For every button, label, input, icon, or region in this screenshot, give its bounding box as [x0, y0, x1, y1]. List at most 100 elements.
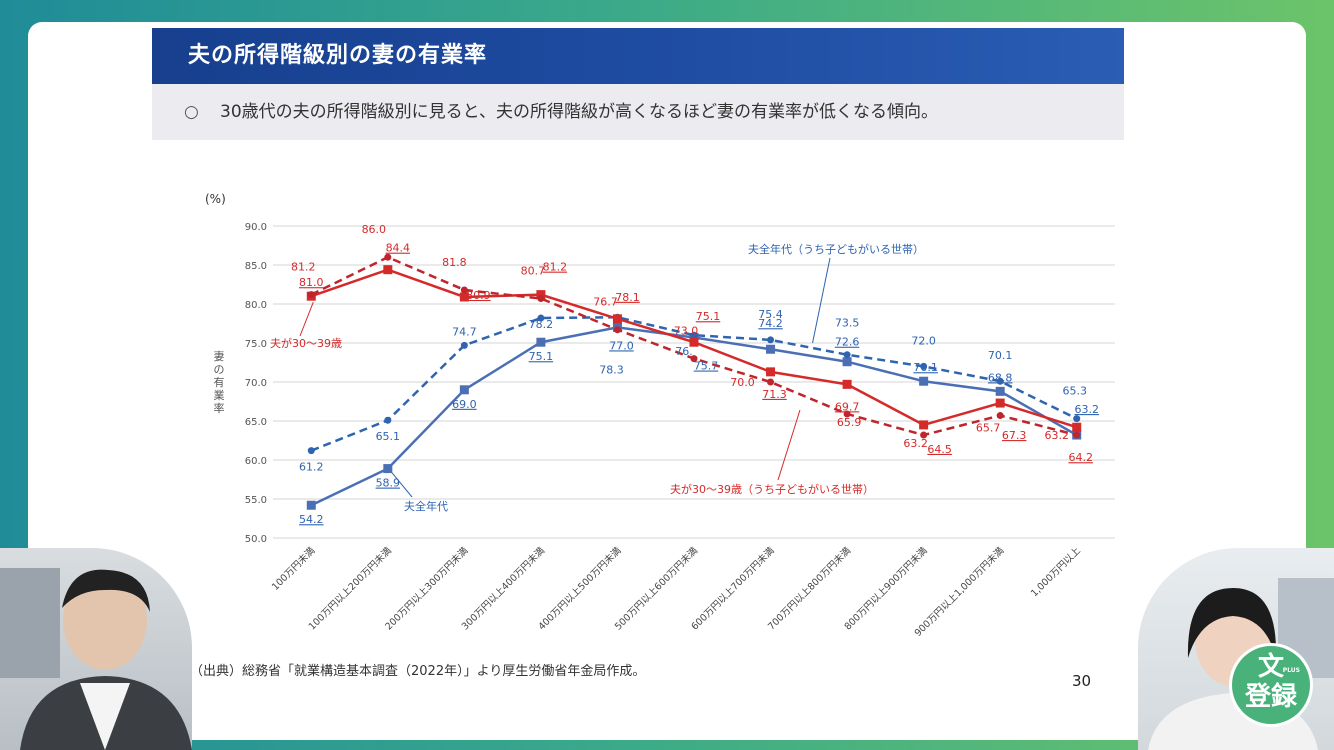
summary-box: ○ 30歳代の夫の所得階級別に見ると、夫の所得階級が高くなるほど妻の有業率が低くな…	[152, 84, 1124, 140]
data-point	[766, 344, 776, 354]
data-label: 70.0	[730, 376, 755, 389]
data-label: 75.1	[696, 310, 721, 323]
person-silhouette-icon	[0, 568, 192, 750]
data-label: 63.2	[903, 437, 928, 450]
channel-logo: 文 登録 PLUS	[1232, 646, 1310, 724]
data-label: 78.3	[599, 363, 624, 376]
slide	[28, 22, 1306, 740]
data-label: 76.	[675, 345, 693, 358]
data-point	[536, 290, 546, 300]
series-callout-red-dashed: 夫が30～39歳（うち子どもがいる世帯）	[670, 482, 874, 496]
data-point	[767, 378, 775, 386]
data-point	[1072, 422, 1082, 432]
data-label: 61.2	[299, 461, 324, 474]
data-point	[537, 314, 545, 322]
data-label: 69.7	[835, 400, 860, 413]
data-label: 80.9	[466, 289, 491, 302]
data-label: 78.1	[615, 291, 640, 304]
data-point	[920, 362, 928, 370]
data-label: 77.0	[609, 339, 634, 352]
data-label: 63.2	[1044, 429, 1069, 442]
data-point	[460, 341, 468, 349]
y-axis-label-char: の	[214, 363, 225, 376]
data-label: 70.1	[913, 361, 938, 374]
summary-text: 30歳代の夫の所得階級別に見ると、夫の所得階級が高くなるほど妻の有業率が低くなる…	[220, 102, 938, 122]
y-tick-label: 85.0	[245, 261, 267, 272]
data-label: 75.7	[694, 360, 719, 373]
data-point	[767, 336, 775, 344]
data-label: 72.0	[911, 334, 936, 347]
y-tick-label: 65.0	[245, 417, 267, 428]
data-label: 71.3	[762, 388, 787, 401]
data-label: 65.1	[376, 430, 401, 443]
x-tick-label: 100万円以上200万円未満	[306, 544, 394, 632]
data-label: 65.9	[837, 416, 862, 429]
y-axis-label-char: 有	[214, 375, 225, 389]
data-label: 65.7	[976, 422, 1001, 435]
data-label: 84.4	[386, 242, 411, 255]
data-label: 72.6	[835, 336, 860, 349]
series-callout-blue-solid: 夫全年代	[404, 499, 448, 513]
data-label: 75.1	[529, 350, 554, 363]
series-line-1	[310, 316, 1078, 452]
data-label: 76.7	[593, 296, 618, 309]
data-label: 73.0	[674, 325, 699, 338]
series-callout-red-solid-leader	[299, 302, 314, 337]
y-tick-label: 90.0	[245, 222, 267, 233]
data-point	[689, 337, 699, 347]
data-point	[920, 431, 928, 439]
data-point	[1073, 415, 1081, 423]
series-callout-blue-solid-leader	[391, 472, 413, 498]
x-tick-label: 1,000万円以上	[1029, 545, 1083, 599]
y-axis-label-char: 率	[214, 401, 225, 415]
data-point	[613, 326, 621, 334]
series-callout-red-solid: 夫が30～39歳	[270, 336, 342, 350]
data-point	[384, 416, 392, 424]
data-label: 74.2	[758, 317, 783, 330]
data-point	[690, 331, 698, 339]
series-callout-blue-dashed-leader	[812, 257, 831, 344]
x-tick-label: 800万円以上900万円未満	[842, 544, 930, 632]
data-point	[842, 379, 852, 389]
data-point	[995, 386, 1005, 396]
data-point	[307, 447, 315, 455]
data-point	[383, 464, 393, 474]
source-note: （出典）総務省「就業構造基本調査（2022年）」より厚生労働省年金局作成。	[190, 664, 646, 679]
x-tick-label: 300万円以上400万円未満	[459, 544, 547, 632]
series-line-2	[310, 268, 1078, 429]
data-label: 73.5	[835, 317, 860, 330]
data-label: 68.8	[988, 371, 1013, 384]
y-unit-label: (%)	[205, 192, 226, 206]
data-point	[995, 398, 1005, 408]
series-callout-red-dashed-leader	[777, 409, 801, 481]
data-point	[306, 500, 316, 510]
data-point	[384, 253, 392, 261]
presenter-video-left	[0, 548, 192, 750]
data-point	[843, 351, 851, 359]
data-label: 67.3	[1002, 429, 1027, 442]
data-label: 81.2	[543, 261, 568, 274]
data-point	[842, 357, 852, 367]
data-point	[460, 286, 468, 294]
data-point	[1073, 431, 1081, 439]
x-tick-label: 500万円以上600万円未満	[612, 544, 700, 632]
y-tick-label: 55.0	[245, 495, 267, 506]
presenter-video-right	[1138, 548, 1334, 750]
data-point	[537, 295, 545, 303]
data-label: 78.2	[529, 318, 554, 331]
data-point	[996, 377, 1004, 385]
y-tick-label: 80.0	[245, 300, 267, 311]
data-point	[766, 367, 776, 377]
series-line-0	[310, 326, 1078, 507]
x-tick-label: 600万円以上700万円未満	[689, 544, 777, 632]
data-label: 70.1	[988, 349, 1013, 362]
data-label: 63.2	[1074, 403, 1099, 416]
y-tick-label: 50.0	[245, 534, 267, 545]
data-label: 81.0	[299, 276, 324, 289]
bullet-icon: ○	[184, 102, 199, 122]
x-tick-label: 400万円以上500万円未満	[536, 544, 624, 632]
data-label: 58.9	[376, 477, 401, 490]
data-point	[690, 355, 698, 363]
data-point	[307, 291, 315, 299]
data-point	[996, 412, 1004, 420]
